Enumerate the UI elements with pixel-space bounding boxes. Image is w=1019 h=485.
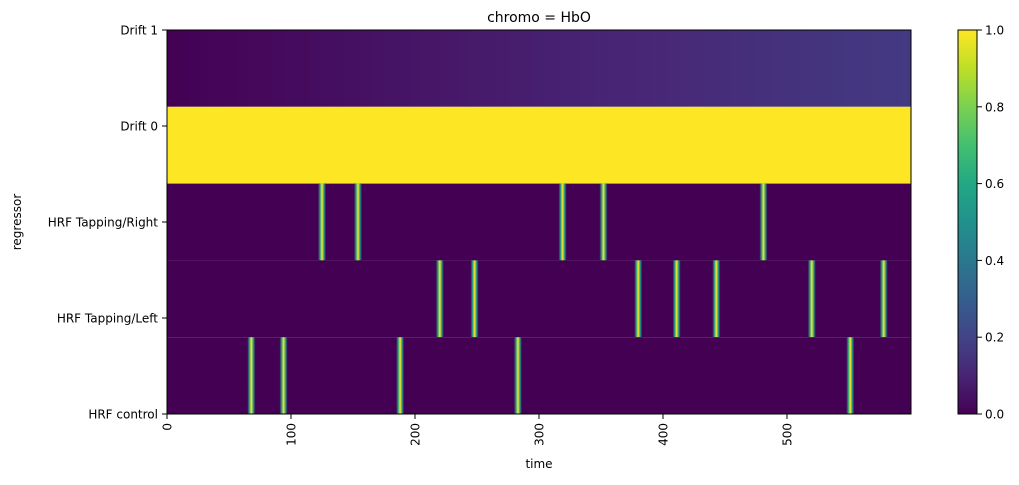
hrf-event [279, 337, 288, 414]
hrf-event [396, 337, 405, 414]
constant-cell [167, 106, 911, 184]
baseline-cell [167, 337, 911, 414]
hrf-event [513, 337, 522, 414]
colorbar-tick-label: 0.4 [985, 254, 1004, 268]
colorbar-gradient [957, 29, 978, 415]
row-drift-1 [167, 30, 911, 107]
colorbar-tick-label: 1.0 [985, 24, 1004, 38]
x-tick-label: 500 [781, 423, 795, 446]
hrf-event [759, 183, 768, 261]
y-tick-label: Drift 1 [120, 24, 158, 38]
x-tick-label: 0 [161, 423, 175, 431]
y-tick-label: HRF Tapping/Left [57, 312, 158, 326]
row-hrf-tapping-right [167, 183, 911, 261]
hrf-event [712, 260, 721, 338]
row-hrf-control [167, 337, 911, 414]
hrf-event [672, 260, 681, 338]
y-tick-label: Drift 0 [120, 120, 158, 134]
hrf-event [879, 260, 888, 338]
hrf-event [846, 337, 855, 414]
x-axis: 0 100 200 300 400 500 [161, 414, 795, 446]
baseline-cell [167, 183, 911, 261]
hrf-event [470, 260, 479, 338]
baseline-cell [167, 260, 911, 338]
drift-cell [167, 30, 911, 107]
x-tick-label: 300 [533, 423, 547, 446]
x-tick-label: 400 [657, 423, 671, 446]
hrf-event [599, 183, 608, 261]
hrf-event [435, 260, 444, 338]
y-axis: Drift 1 Drift 0 HRF Tapping/Right HRF Tappi… [48, 24, 167, 422]
x-tick-label: 100 [285, 423, 299, 446]
x-tick-label: 200 [409, 423, 423, 446]
colorbar-tick-label: 0.6 [985, 177, 1004, 191]
row-hrf-tapping-left [167, 260, 911, 338]
y-axis-label: regressor [10, 194, 24, 251]
colorbar: 0.0 0.2 0.4 0.6 0.8 1.0 [957, 24, 1004, 422]
colorbar-tick-label: 0.0 [985, 408, 1004, 422]
hrf-event [807, 260, 816, 338]
hrf-event [318, 183, 326, 261]
y-tick-label: HRF Tapping/Right [48, 216, 159, 230]
hrf-event [558, 183, 567, 261]
x-axis-label: time [525, 457, 552, 471]
chart-title: chromo = HbO [487, 10, 591, 26]
hrf-event [353, 183, 362, 261]
colorbar-tick-label: 0.2 [985, 331, 1004, 345]
hrf-event [247, 337, 256, 414]
heatmap-area [167, 30, 911, 414]
colorbar-tick-label: 0.8 [985, 100, 1004, 114]
y-tick-label: HRF control [88, 408, 158, 422]
row-drift-0 [167, 106, 911, 184]
hrf-event [634, 260, 643, 338]
